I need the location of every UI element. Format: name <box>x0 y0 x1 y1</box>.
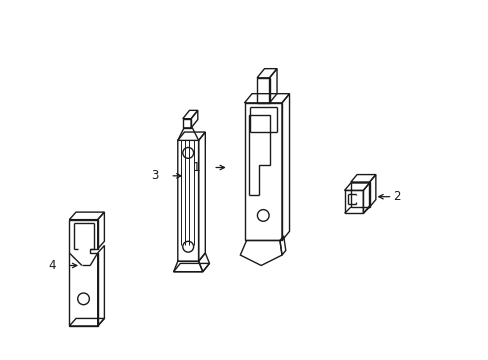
Text: 1: 1 <box>192 161 200 174</box>
Text: 3: 3 <box>151 169 158 182</box>
Text: 2: 2 <box>392 190 400 203</box>
Text: 4: 4 <box>48 259 56 272</box>
